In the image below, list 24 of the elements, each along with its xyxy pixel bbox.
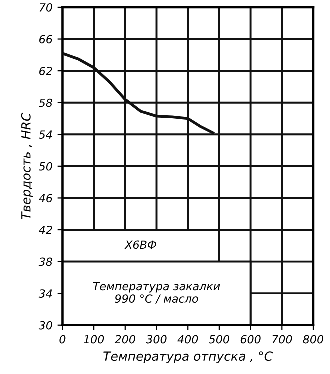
x-tick-label: 500 [209, 335, 230, 344]
y-tick-label: 58 [39, 98, 52, 108]
x-tick-label: 0 [60, 335, 66, 344]
x-tick-label: 100 [84, 335, 104, 344]
y-tick-label: 34 [38, 290, 52, 298]
y-tick-label: 46 [39, 194, 52, 203]
x-tick-label: 800 [303, 335, 324, 344]
y-tick-label: 42 [39, 226, 52, 234]
annotation: Температура закалки 990 °С / масло [93, 282, 220, 304]
x-axis-title: Температура отпуска , °С [104, 352, 274, 364]
y-tick-label: 50 [39, 162, 52, 171]
x-tick-label: 200 [114, 335, 136, 344]
x-tick-label: 600 [240, 335, 261, 344]
annotation: Х6ВФ [124, 240, 156, 250]
y-tick-label: 62 [40, 67, 52, 76]
y-axis-title: Твердость , HRC [21, 112, 34, 220]
x-tick-label: 400 [178, 335, 198, 344]
x-tick-label: 300 [146, 335, 167, 344]
y-tick-label: 70 [40, 3, 52, 12]
y-tick-label: 30 [38, 321, 52, 330]
y-tick-label: 54 [39, 130, 52, 140]
x-tick-label: 700 [272, 335, 292, 344]
y-tick-label: 66 [40, 35, 52, 44]
y-tick-label: 38 [38, 258, 52, 266]
